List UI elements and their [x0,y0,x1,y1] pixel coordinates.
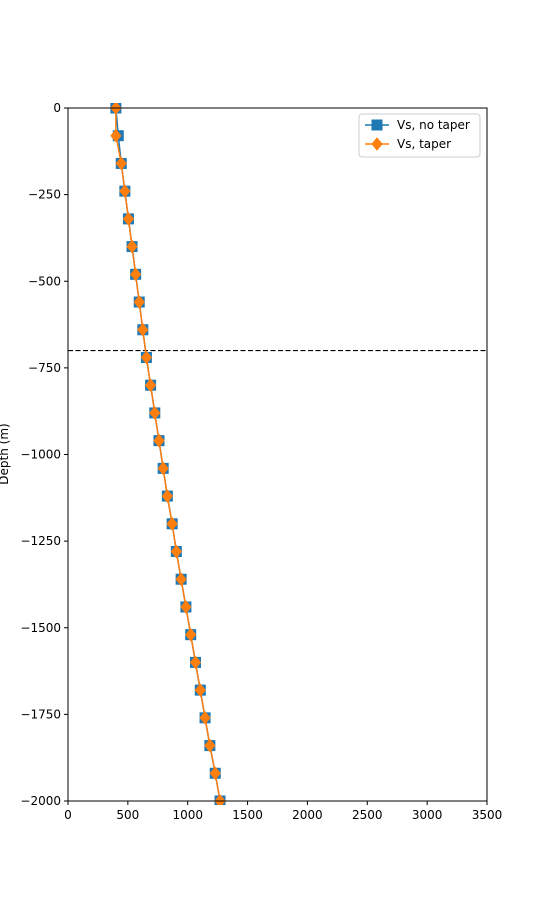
marker-diamond-3 [119,184,131,198]
marker-diamond-8 [137,322,149,337]
y-tick-label-4: −1000 [20,448,61,462]
marker-diamond-21 [194,683,206,697]
series-1 [110,103,226,805]
x-tick-label-6: 3000 [412,808,443,822]
y-tick-label-2: −500 [28,274,61,288]
marker-diamond-23 [204,738,216,753]
marker-diamond-15 [166,517,178,531]
marker-diamond-5 [126,239,138,254]
x-tick-label-5: 2500 [352,808,383,822]
marker-diamond-1 [110,128,122,143]
legend-label-1: Vs, taper [397,137,451,151]
marker-diamond-25 [214,794,226,805]
x-tick-label-1: 500 [116,808,139,822]
ticks: 0 500 1000 1500 2000 2500 3000 3500 0 −250 −500 −75… [20,101,502,822]
marker-diamond-10 [145,378,157,392]
y-tick-label-8: −2000 [20,794,61,808]
x-tick-label-0: 0 [64,808,72,822]
series-layer [110,103,226,805]
y-tick-label-7: −1750 [20,707,61,721]
x-tick-label-4: 2000 [292,808,323,822]
marker-diamond-14 [161,489,173,503]
marker-diamond-18 [180,600,192,614]
legend-box [358,113,481,158]
marker-diamond-4 [122,212,135,226]
y-tick-label-6: −1500 [20,621,61,635]
legend-entry-0: Vs, no taper [365,118,470,132]
marker-diamond-19 [185,627,197,642]
plot-frame [67,107,488,802]
y-tick-label-1: −250 [28,188,61,202]
series-line-0 [115,107,221,802]
legend: Vs, no taper Vs, taper [358,113,481,158]
legend-label-0: Vs, no taper [397,118,470,132]
marker-diamond-20 [189,655,202,670]
marker-diamond-13 [157,461,169,476]
marker-diamond-7 [133,295,145,309]
x-tick-label-3: 1500 [232,808,263,822]
legend-entry-1: Vs, taper [365,137,451,151]
series-line-1 [115,108,221,802]
marker-diamond-6 [130,267,142,282]
y-tick-label-5: −1250 [20,534,61,548]
legend-marker-square [371,119,383,131]
marker-diamond-0 [110,103,122,115]
marker-diamond-22 [199,711,211,725]
marker-diamond-17 [175,572,187,587]
axes [67,107,488,802]
marker-diamond-16 [170,544,182,559]
y-axis-label: Depth (m) [0,423,11,484]
y-tick-label-0: 0 [53,101,61,115]
marker-diamond-11 [149,406,161,420]
marker-diamond-24 [209,766,221,781]
y-tick-label-3: −750 [28,361,61,375]
legend-marker-diamond [371,137,383,151]
x-tick-label-7: 3500 [472,808,503,822]
x-tick-label-2: 1000 [172,808,203,822]
marker-diamond-9 [140,350,153,365]
marker-diamond-2 [115,156,127,171]
marker-diamond-12 [153,433,165,448]
